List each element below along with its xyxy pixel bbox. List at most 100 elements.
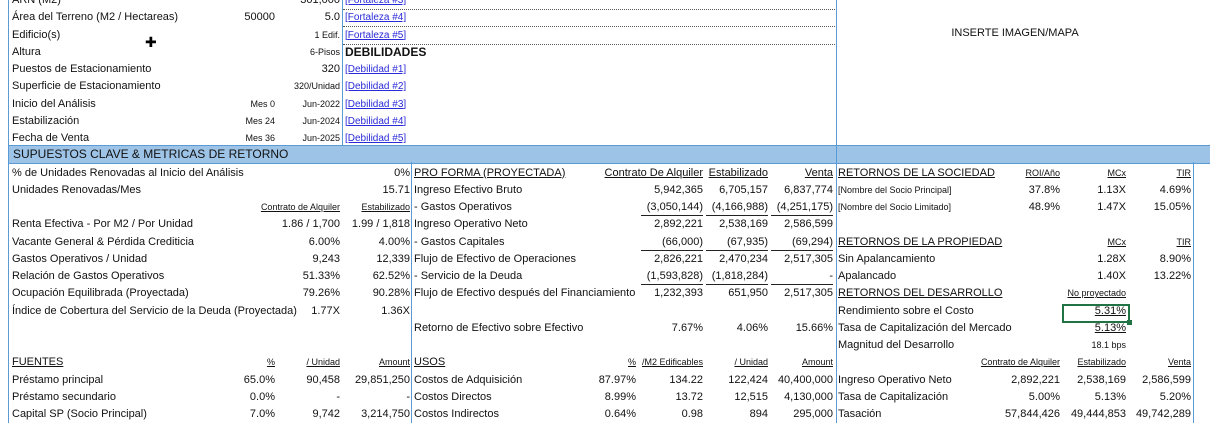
sources-value[interactable]: 0.0% [249,390,275,403]
returns-label[interactable]: Rendimiento sobre el Costo [838,304,974,317]
pro-forma-value[interactable]: Estabilizado [708,166,768,179]
returns-value[interactable]: 18.1 bps [1091,340,1126,350]
returns-value[interactable]: ROI/Año [1025,167,1060,178]
valuation-value[interactable]: 5.13% [1094,390,1126,403]
returns-value[interactable]: TIR [1176,167,1192,178]
property-value[interactable]: 6-Pisos [309,46,340,57]
uses-label[interactable]: Costos Indirectos [414,408,499,420]
assumption-label[interactable]: Unidades Renovadas/Mes [12,183,142,196]
uses-value[interactable]: 8.99% [604,390,636,403]
assumption-value[interactable]: 12,339 [376,252,410,265]
uses-value[interactable]: 13.72 [675,390,703,403]
sources-label[interactable]: Capital SP (Socio Principal) [12,408,147,420]
pro-forma-value[interactable]: Contrato De Alquiler [604,166,703,179]
returns-heading[interactable]: RETORNOS DE LA SOCIEDAD [838,166,995,179]
uses-value[interactable]: 295,000 [793,408,833,420]
assumption-label[interactable]: Índice de Cobertura del Servicio de la D… [12,304,297,317]
property-value[interactable]: Mes 24 [245,115,275,126]
property-value[interactable]: 320/Unidad [293,81,340,92]
property-value[interactable]: Jun-2022 [302,98,340,109]
pro-forma-value[interactable]: (69,294) [792,235,833,248]
strength-weakness-link[interactable]: [Debilidad #2] [345,81,407,93]
map-placeholder[interactable]: INSERTE IMAGEN/MAPA [951,27,1079,39]
sources-value[interactable]: 90,458 [306,373,340,386]
property-value[interactable]: 320 [321,63,340,75]
pro-forma-value[interactable]: (1,818,284) [711,270,768,282]
pro-forma-value[interactable]: 1,232,393 [654,287,703,300]
strength-weakness-link[interactable]: [Fortaleza #3] [345,0,407,6]
pro-forma-label[interactable]: - Gastos Operativos [414,201,512,213]
uses-value[interactable]: 4,130,000 [784,390,833,403]
sources-value[interactable]: 7.0% [249,408,275,420]
uses-value[interactable]: 40,400,000 [777,373,833,386]
pro-forma-label[interactable]: Ingreso Efectivo Bruto [414,183,523,196]
returns-label[interactable]: Magnitud del Desarrollo [838,339,955,351]
valuation-value[interactable]: 5.00% [1028,390,1060,403]
uses-label[interactable]: Costos de Adquisición [414,373,523,386]
assumption-value[interactable]: 1.99 / 1,818 [351,218,410,231]
returns-value[interactable]: 48.9% [1028,201,1060,213]
pro-forma-label[interactable]: Ingreso Operativo Neto [414,218,528,231]
valuation-value[interactable]: 57,844,426 [1004,408,1060,420]
sources-value[interactable]: 29,851,250 [354,373,410,386]
valuation-label[interactable]: Tasa de Capitalización [838,390,949,403]
property-value[interactable]: 5.0 [324,11,340,24]
uses-label[interactable]: USOS [414,356,446,369]
pro-forma-value[interactable]: 5,942,365 [654,183,703,196]
assumption-value[interactable]: Contrato de Alquiler [260,202,340,212]
uses-value[interactable]: / Unidad [734,357,768,368]
pro-forma-value[interactable]: 15.66% [795,321,833,334]
property-label[interactable]: Inicio del Análisis [12,97,96,110]
pro-forma-value[interactable]: (66,000) [662,235,703,248]
assumption-label[interactable]: Ocupación Equilibrada (Proyectada) [12,287,189,300]
pro-forma-value[interactable]: 2,826,221 [654,252,703,265]
returns-value[interactable]: TIR [1176,236,1192,247]
pro-forma-value[interactable]: - [829,270,833,282]
property-value[interactable]: Mes 36 [245,133,275,143]
property-label[interactable]: Estabilización [12,114,80,127]
strength-weakness-link[interactable]: [Debilidad #3] [345,98,407,110]
sources-value[interactable]: - [406,390,410,403]
valuation-value[interactable]: 2,538,169 [1077,373,1126,386]
pro-forma-value[interactable]: Venta [804,166,833,179]
returns-label[interactable]: Tasa de Capitalización del Mercado [838,321,1012,334]
assumption-value[interactable]: 9,243 [312,252,340,265]
pro-forma-value[interactable]: 2,517,305 [784,252,833,265]
selected-cell[interactable] [1062,304,1132,325]
pro-forma-value[interactable]: 7.67% [671,321,703,334]
uses-value[interactable]: /M2 Edificables [641,357,703,368]
pro-forma-value[interactable]: 2,538,169 [719,218,768,231]
strength-weakness-link[interactable]: [Debilidad #4] [345,115,407,127]
valuation-value[interactable]: 49,444,853 [1070,408,1126,420]
returns-label[interactable]: [Nombre del Socio Limitado] [838,202,952,212]
pro-forma-label[interactable]: Flujo de Efectivo de Operaciones [414,252,577,265]
returns-heading[interactable]: RETORNOS DEL DESARROLLO [838,287,1003,300]
pro-forma-label[interactable]: Retorno de Efectivo sobre Efectivo [414,321,584,334]
valuation-value[interactable]: 2,892,221 [1011,373,1060,386]
assumption-value[interactable]: 15.71 [382,183,410,196]
returns-value[interactable]: 5.13% [1094,321,1126,334]
returns-value[interactable]: 8.90% [1159,252,1191,265]
strength-weakness-link[interactable]: [Debilidad #5] [345,133,407,144]
strength-weakness-link[interactable]: [Fortaleza #5] [345,29,407,41]
uses-value[interactable]: 0.64% [604,408,636,420]
returns-label[interactable]: [Nombre del Socio Principal] [838,184,952,195]
assumption-value[interactable]: Estabilizado [361,202,410,212]
pro-forma-value[interactable]: (4,251,175) [776,201,833,213]
valuation-value[interactable]: Estabilizado [1077,357,1126,368]
assumption-value[interactable]: 1.86 / 1,700 [281,218,340,231]
returns-value[interactable]: 15.05% [1153,201,1191,213]
uses-value[interactable]: 122,424 [728,373,768,386]
returns-value[interactable]: MCx [1107,236,1127,247]
strength-weakness-link[interactable]: [Fortaleza #4] [345,12,407,24]
assumption-value[interactable]: 1.77X [311,304,340,317]
valuation-value[interactable]: 49,742,289 [1135,408,1191,420]
property-value[interactable]: 301,000 [300,0,340,6]
pro-forma-value[interactable]: 4.06% [736,321,768,334]
returns-value[interactable]: 1.28X [1097,252,1126,265]
assumption-label[interactable]: Vacante General & Pérdida Crediticia [12,235,195,248]
uses-value[interactable]: 894 [749,408,768,420]
assumption-label[interactable]: Gastos Operativos / Unidad [12,252,148,265]
returns-value[interactable]: 1.13X [1097,183,1126,196]
